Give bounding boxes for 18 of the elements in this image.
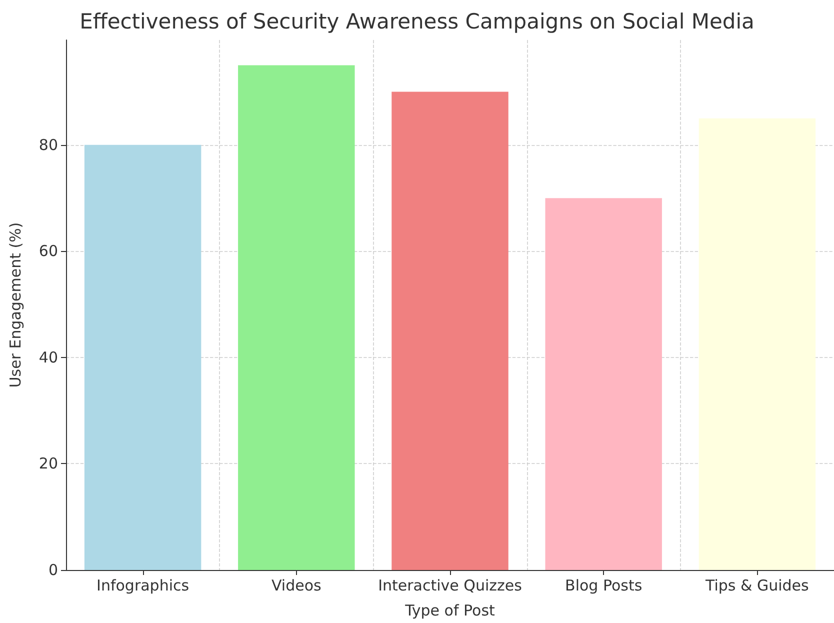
y-axis-title: User Engagement (%) <box>6 222 24 388</box>
chart-title: Effectiveness of Security Awareness Campaigns on Social Media <box>80 10 754 34</box>
y-tick-label: 40 <box>38 348 58 366</box>
y-tick-label: 80 <box>38 136 58 154</box>
y-tick-label: 20 <box>38 454 58 473</box>
bar <box>698 118 816 570</box>
x-tick-label: Infographics <box>96 576 190 594</box>
bar <box>84 144 202 570</box>
bar <box>238 65 355 570</box>
bar <box>545 198 662 570</box>
x-tick-label: Videos <box>271 576 322 594</box>
x-tick-label: Blog Posts <box>565 576 642 594</box>
y-tick-label: 60 <box>38 242 58 260</box>
x-tick-label: Interactive Quizzes <box>378 576 522 594</box>
bar <box>392 92 508 570</box>
x-axis-title: Type of Post <box>404 602 496 620</box>
y-tick-label: 0 <box>48 561 58 579</box>
x-tick-label: Tips & Guides <box>704 576 810 594</box>
